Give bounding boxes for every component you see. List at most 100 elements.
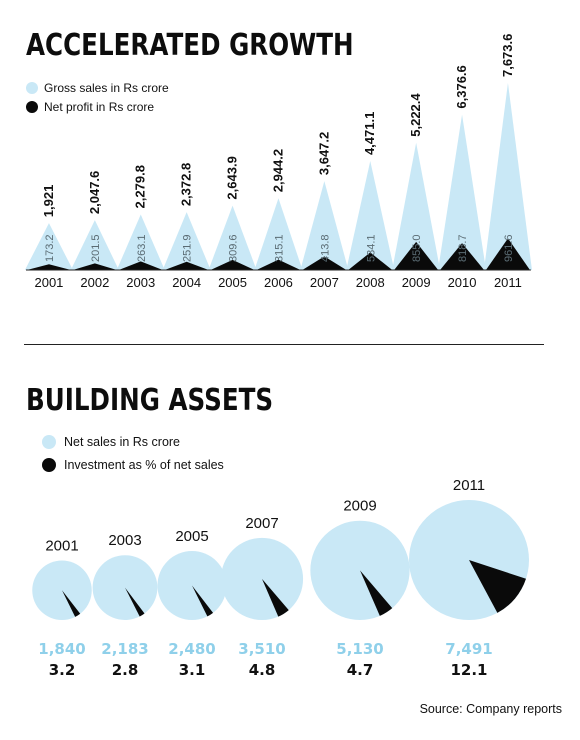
gross-sales-triangle bbox=[438, 114, 487, 271]
year-tick-label: 2002 bbox=[80, 275, 109, 290]
assets-chart: 2001 1,840 3.2 2003 2,183 2.8 2005 2,480 3.1 2007… bbox=[32, 477, 529, 679]
gross-sales-triangle bbox=[208, 205, 257, 270]
year-label: 2005 bbox=[175, 528, 208, 545]
investment-value: 4.8 bbox=[249, 661, 276, 679]
net-profit-triangle bbox=[302, 256, 347, 270]
year-tick-label: 2005 bbox=[218, 275, 247, 290]
investment-value: 4.7 bbox=[347, 661, 374, 679]
year-tick-label: 2001 bbox=[34, 275, 63, 290]
gross-sales-label: 2,047.6 bbox=[87, 171, 102, 214]
gross-sales-label: 2,643.9 bbox=[225, 156, 240, 199]
light-circle-icon bbox=[26, 81, 38, 94]
gross-sales-triangle bbox=[392, 142, 441, 270]
net-sales-bubble bbox=[310, 520, 410, 620]
net-profit-triangle bbox=[440, 243, 485, 270]
year-label: 2003 bbox=[108, 532, 141, 549]
net-sales-value: 7,491 bbox=[445, 640, 492, 658]
net-profit-label: 413.8 bbox=[319, 234, 331, 262]
year-tick-label: 2009 bbox=[402, 275, 431, 290]
net-profit-label: 251.9 bbox=[182, 234, 194, 262]
year-label: 2011 bbox=[453, 477, 485, 494]
net-profit-triangle bbox=[210, 259, 255, 270]
year-tick-label: 2008 bbox=[356, 275, 385, 290]
net-sales-bubble bbox=[220, 537, 304, 620]
investment-value: 2.8 bbox=[112, 661, 139, 679]
investment-value: 3.2 bbox=[49, 661, 76, 679]
chart-title-assets: BUILDING ASSETS bbox=[26, 383, 274, 418]
net-profit-label: 315.1 bbox=[273, 234, 285, 262]
chart-title-growth: ACCELERATED GROWTH bbox=[26, 28, 354, 63]
gross-sales-triangle bbox=[70, 220, 119, 270]
year-label: 2001 bbox=[45, 538, 78, 555]
gross-sales-triangle bbox=[24, 223, 73, 270]
investment-wedge bbox=[262, 578, 289, 617]
year-tick-label: 2006 bbox=[264, 275, 293, 290]
investment-wedge bbox=[125, 587, 145, 617]
year-tick-label: 2007 bbox=[310, 275, 339, 290]
investment-value: 3.1 bbox=[179, 661, 206, 679]
net-profit-triangle bbox=[394, 241, 439, 270]
gross-sales-triangle bbox=[300, 181, 349, 270]
gross-sales-label: 1,921 bbox=[41, 185, 56, 218]
gross-sales-label: 7,673.6 bbox=[500, 34, 515, 77]
gross-sales-label: 2,372.8 bbox=[179, 163, 194, 206]
net-profit-label: 201.5 bbox=[90, 234, 102, 262]
growth-chart: 1,921 173.2 2001 2,047.6 201.5 2002 2,279.8 263… bbox=[24, 34, 532, 290]
gross-sales-label: 5,222.4 bbox=[408, 93, 423, 137]
gross-sales-triangle bbox=[346, 161, 395, 270]
investment-wedge bbox=[192, 585, 214, 617]
dark-circle-icon bbox=[42, 457, 56, 472]
investment-wedge bbox=[360, 570, 393, 616]
gross-sales-label: 2,279.8 bbox=[133, 165, 148, 208]
net-profit-triangle bbox=[118, 261, 163, 270]
net-profit-label: 263.1 bbox=[136, 234, 148, 262]
year-tick-label: 2010 bbox=[448, 275, 477, 290]
legend-item-investment: Investment as % of net sales bbox=[42, 453, 224, 476]
net-profit-label: 818.7 bbox=[457, 234, 469, 262]
net-sales-value: 3,510 bbox=[238, 640, 285, 658]
investment-wedge bbox=[469, 560, 526, 613]
legend-label-net-profit: Net profit in Rs crore bbox=[44, 99, 155, 114]
net-sales-value: 1,840 bbox=[38, 640, 85, 658]
legend-growth: Gross sales in Rs crore Net profit in Rs… bbox=[26, 78, 169, 116]
legend-assets: Net sales in Rs crore Investment as % of… bbox=[42, 430, 224, 476]
gross-sales-label: 4,471.1 bbox=[362, 112, 377, 155]
net-profit-label: 855.0 bbox=[411, 234, 423, 262]
net-profit-triangle bbox=[26, 264, 71, 270]
gross-sales-triangle bbox=[162, 212, 211, 270]
legend-item-gross-sales: Gross sales in Rs crore bbox=[26, 78, 169, 97]
year-label: 2009 bbox=[343, 498, 376, 515]
investment-wedge bbox=[62, 590, 81, 617]
dark-circle-icon bbox=[26, 100, 38, 113]
net-profit-triangle bbox=[348, 252, 393, 270]
net-profit-triangle bbox=[72, 263, 117, 270]
gross-sales-triangle bbox=[254, 198, 303, 270]
net-sales-value: 5,130 bbox=[336, 640, 383, 658]
section-divider bbox=[24, 344, 544, 345]
net-sales-value: 2,183 bbox=[101, 640, 148, 658]
year-label: 2007 bbox=[245, 515, 278, 532]
net-profit-label: 534.1 bbox=[365, 234, 377, 262]
legend-item-net-sales: Net sales in Rs crore bbox=[42, 430, 224, 453]
net-sales-value: 2,480 bbox=[168, 640, 215, 658]
legend-label-net-sales: Net sales in Rs crore bbox=[64, 434, 181, 449]
source-note: Source: Company reports bbox=[419, 702, 562, 716]
legend-label-gross-sales: Gross sales in Rs crore bbox=[44, 80, 169, 95]
year-tick-label: 2004 bbox=[172, 275, 201, 290]
year-tick-label: 2003 bbox=[126, 275, 155, 290]
year-tick-label: 2011 bbox=[494, 275, 522, 290]
net-profit-label: 173.2 bbox=[44, 234, 56, 262]
gross-sales-label: 6,376.6 bbox=[454, 65, 469, 108]
net-profit-label: 961.6 bbox=[503, 234, 515, 262]
light-circle-icon bbox=[42, 434, 56, 449]
net-profit-triangle bbox=[164, 261, 209, 270]
legend-item-net-profit: Net profit in Rs crore bbox=[26, 97, 169, 116]
net-sales-bubble bbox=[32, 560, 92, 620]
gross-sales-label: 3,647.2 bbox=[316, 132, 331, 175]
net-profit-triangle bbox=[485, 238, 530, 270]
net-sales-bubble bbox=[92, 555, 158, 620]
net-profit-label: 309.6 bbox=[228, 234, 240, 262]
gross-sales-label: 2,944.2 bbox=[270, 149, 285, 192]
gross-sales-triangle bbox=[116, 214, 165, 270]
investment-value: 12.1 bbox=[450, 661, 487, 679]
